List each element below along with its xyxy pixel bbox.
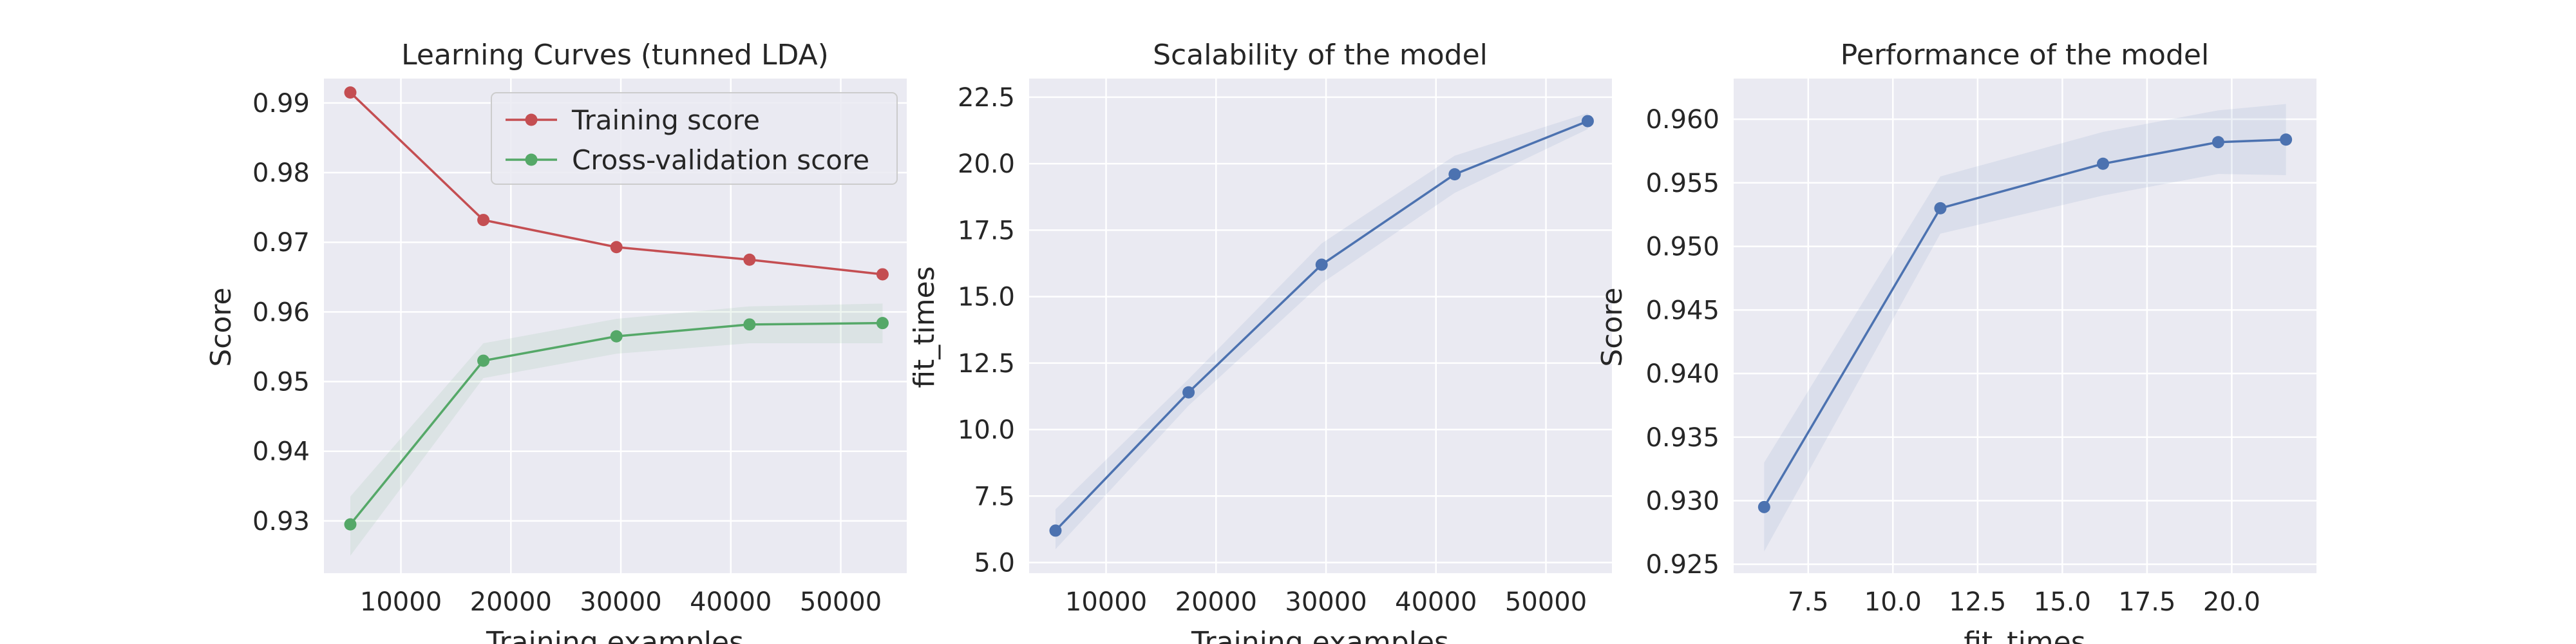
y-tick-label: 0.930 [1645, 486, 1719, 516]
x-tick-label: 10000 [1065, 587, 1147, 617]
x-tick-label: 40000 [1395, 587, 1477, 617]
data-point [1757, 500, 1770, 513]
data-point [344, 518, 357, 531]
x-axis-label: fit_times [1964, 626, 2085, 644]
data-point [876, 268, 889, 281]
y-tick-label: 0.96 [252, 298, 310, 327]
data-point [1049, 524, 1062, 537]
data-point [1934, 202, 1947, 214]
panel-performance: Performance of the model fit_times Score… [1596, 39, 2316, 644]
y-tick-label: 0.925 [1645, 550, 1719, 580]
y-tick-label: 0.93 [252, 507, 310, 536]
data-point [1448, 168, 1461, 181]
chart-title: Scalability of the model [1153, 39, 1488, 71]
y-tick-label: 0.99 [252, 89, 310, 118]
y-tick-label: 17.5 [958, 216, 1015, 245]
data-point [344, 86, 357, 99]
y-tick-label: 0.950 [1645, 232, 1719, 262]
plot-area [1734, 79, 2316, 573]
legend-marker [525, 113, 538, 126]
x-tick-label: 30000 [1285, 587, 1367, 617]
x-tick-label: 10000 [360, 587, 442, 617]
x-tick-label: 20000 [1175, 587, 1257, 617]
x-tick-label: 10.0 [1864, 587, 1922, 617]
x-tick-label: 7.5 [1788, 587, 1829, 617]
x-tick-label: 50000 [1505, 587, 1587, 617]
x-tick-label: 12.5 [1949, 587, 2006, 617]
x-axis-label: Training examples [486, 626, 744, 644]
y-tick-label: 15.0 [958, 283, 1015, 312]
chart-title: Learning Curves (tunned LDA) [401, 39, 829, 71]
x-tick-label: 20000 [470, 587, 552, 617]
data-point [610, 330, 623, 343]
data-point [2280, 133, 2293, 146]
data-point [743, 318, 756, 331]
y-tick-label: 0.940 [1645, 359, 1719, 389]
y-tick-label: 5.0 [974, 548, 1015, 578]
data-point [876, 317, 889, 330]
data-point [477, 354, 490, 367]
y-tick-label: 0.95 [252, 368, 310, 397]
data-point [610, 241, 623, 254]
data-point [2097, 157, 2110, 170]
legend-label: Training score [571, 104, 760, 136]
y-tick-label: 0.945 [1645, 296, 1719, 325]
x-tick-label: 30000 [580, 587, 661, 617]
y-axis-label: fit_times [908, 266, 941, 388]
data-point [1182, 386, 1195, 399]
y-tick-label: 10.0 [958, 415, 1015, 445]
chart-title: Performance of the model [1841, 39, 2209, 71]
y-axis-label: Score [205, 287, 238, 366]
panel-learning-curves: Learning Curves (tunned LDA) Training ex… [205, 39, 907, 644]
y-tick-label: 0.960 [1645, 105, 1719, 135]
legend-label: Cross-validation score [572, 144, 869, 176]
data-point [743, 253, 756, 266]
y-tick-label: 0.935 [1645, 423, 1719, 453]
y-axis-label: Score [1596, 287, 1629, 366]
data-point [477, 214, 490, 227]
y-tick-label: 0.955 [1645, 169, 1719, 198]
std-band [1764, 104, 2286, 552]
y-tick-label: 22.5 [958, 83, 1015, 113]
y-tick-label: 0.98 [252, 158, 310, 188]
x-tick-label: 15.0 [2034, 587, 2091, 617]
x-axis-label: Training examples [1191, 626, 1449, 644]
x-tick-label: 17.5 [2118, 587, 2175, 617]
x-tick-label: 20.0 [2203, 587, 2260, 617]
legend-box [491, 92, 898, 185]
x-tick-label: 40000 [690, 587, 772, 617]
y-tick-label: 7.5 [974, 482, 1015, 511]
data-point [1581, 115, 1594, 128]
data-point [1315, 258, 1328, 271]
y-tick-label: 0.94 [252, 437, 310, 467]
y-tick-label: 0.97 [252, 228, 310, 258]
y-tick-label: 20.0 [958, 149, 1015, 179]
plot-area [1029, 79, 1612, 573]
data-point [2211, 136, 2224, 149]
legend-marker [525, 153, 538, 166]
y-tick-label: 12.5 [958, 349, 1015, 379]
x-tick-label: 50000 [800, 587, 882, 617]
panel-scalability: Scalability of the model Training exampl… [908, 39, 1612, 644]
